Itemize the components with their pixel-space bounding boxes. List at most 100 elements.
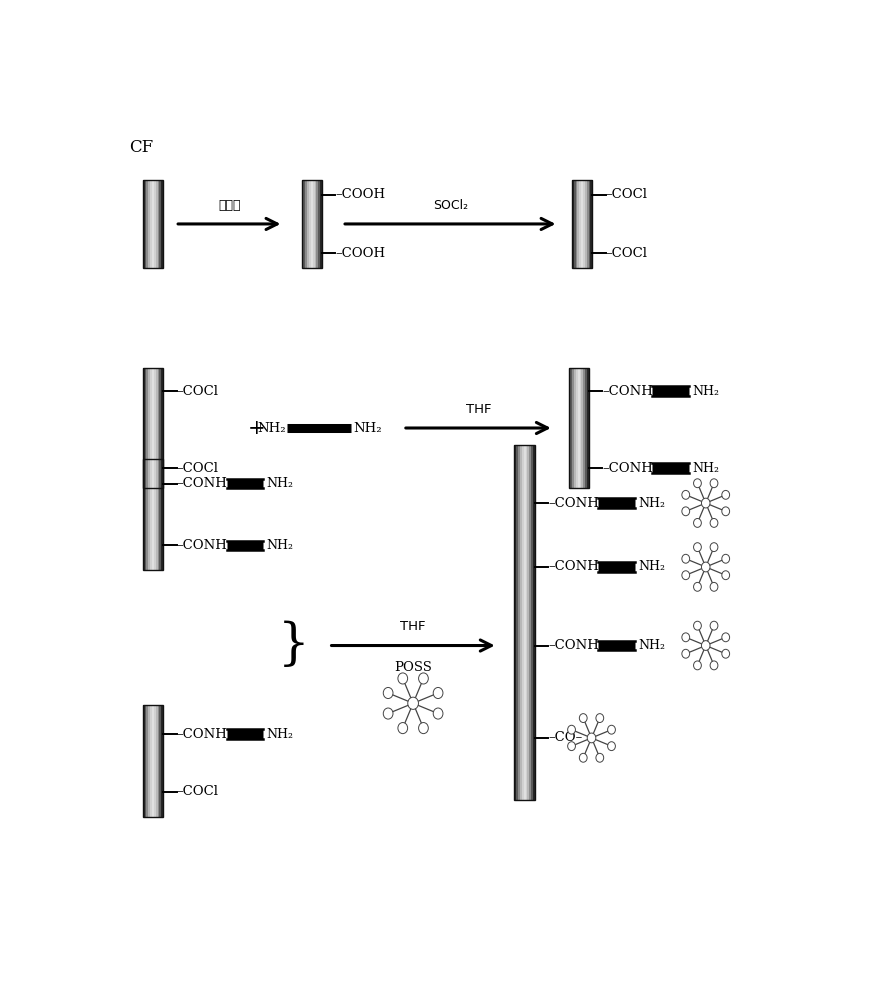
Text: –CO–: –CO– [548, 731, 582, 744]
Bar [153, 459, 156, 570]
Bar [582, 368, 583, 488]
Bar [305, 180, 308, 268]
Bar [143, 705, 163, 817]
Bar [579, 180, 582, 268]
Bar [143, 459, 145, 570]
Circle shape [682, 633, 690, 642]
Bar [520, 445, 522, 800]
Bar [574, 180, 576, 268]
Circle shape [693, 621, 701, 630]
Circle shape [693, 518, 701, 527]
Bar [581, 180, 583, 268]
Text: NH₂: NH₂ [353, 422, 382, 434]
Bar [152, 180, 154, 268]
Bar [320, 180, 323, 268]
Text: NH₂: NH₂ [257, 422, 286, 434]
Circle shape [408, 697, 419, 709]
Text: –CONH: –CONH [176, 477, 228, 490]
Circle shape [682, 649, 690, 658]
Bar [146, 180, 148, 268]
Circle shape [419, 723, 428, 734]
Text: –COCl: –COCl [176, 785, 219, 798]
Bar [152, 705, 154, 817]
Bar [518, 445, 521, 800]
Text: NH₂: NH₂ [638, 560, 665, 573]
Circle shape [710, 543, 718, 552]
Circle shape [701, 498, 710, 508]
Circle shape [693, 661, 701, 670]
Bar [309, 180, 311, 268]
Bar [156, 368, 158, 488]
Bar [577, 180, 580, 268]
Circle shape [579, 714, 587, 723]
Text: 浓硝酸: 浓硝酸 [218, 199, 241, 212]
Text: NH₂: NH₂ [638, 639, 665, 652]
Circle shape [722, 554, 730, 563]
Bar [145, 459, 146, 570]
Circle shape [722, 633, 730, 642]
Bar [148, 705, 151, 817]
Bar [158, 368, 160, 488]
Bar [303, 180, 305, 268]
Text: NH₂: NH₂ [267, 728, 294, 741]
Bar [143, 368, 163, 488]
Bar [521, 445, 524, 800]
Circle shape [693, 479, 701, 488]
Circle shape [608, 725, 616, 734]
Bar [310, 180, 313, 268]
Text: POSS: POSS [394, 661, 432, 674]
Circle shape [722, 571, 730, 580]
Bar [160, 368, 161, 488]
Text: NH₂: NH₂ [692, 462, 719, 475]
Text: SOCl₂: SOCl₂ [433, 199, 468, 212]
Bar [161, 368, 163, 488]
Bar [570, 368, 573, 488]
Circle shape [384, 708, 393, 719]
Bar [146, 368, 148, 488]
Bar [146, 705, 148, 817]
Circle shape [710, 661, 718, 670]
Bar [146, 459, 148, 570]
Bar [160, 459, 161, 570]
Circle shape [722, 649, 730, 658]
Text: –CONH: –CONH [548, 497, 599, 510]
Circle shape [701, 641, 710, 650]
Circle shape [710, 582, 718, 591]
Circle shape [398, 673, 407, 684]
Bar [533, 445, 535, 800]
Bar [158, 459, 160, 570]
Bar [152, 368, 154, 488]
Bar [150, 459, 153, 570]
Circle shape [682, 554, 690, 563]
Bar [318, 180, 320, 268]
Bar [153, 705, 156, 817]
Bar [578, 368, 580, 488]
Bar [153, 368, 156, 488]
Text: –COCl: –COCl [176, 385, 219, 398]
Text: –CONH: –CONH [176, 539, 228, 552]
Bar [315, 180, 317, 268]
Text: }: } [278, 621, 310, 670]
Text: –COCl: –COCl [606, 188, 648, 201]
Bar [143, 705, 145, 817]
Bar [156, 180, 158, 268]
Bar [160, 180, 161, 268]
Text: –CONH: –CONH [176, 728, 228, 741]
Bar [576, 368, 578, 488]
Bar [161, 705, 163, 817]
Bar [572, 180, 574, 268]
Circle shape [682, 490, 690, 499]
Circle shape [433, 708, 443, 719]
Circle shape [596, 714, 603, 723]
Text: NH₂: NH₂ [267, 477, 294, 490]
Bar [150, 368, 153, 488]
Bar [317, 180, 318, 268]
Bar [524, 445, 526, 800]
Text: –COOH: –COOH [336, 188, 385, 201]
Bar [302, 180, 322, 268]
Circle shape [433, 687, 443, 699]
Bar [161, 180, 163, 268]
Circle shape [384, 687, 393, 699]
Bar [143, 459, 163, 570]
Bar [143, 180, 145, 268]
